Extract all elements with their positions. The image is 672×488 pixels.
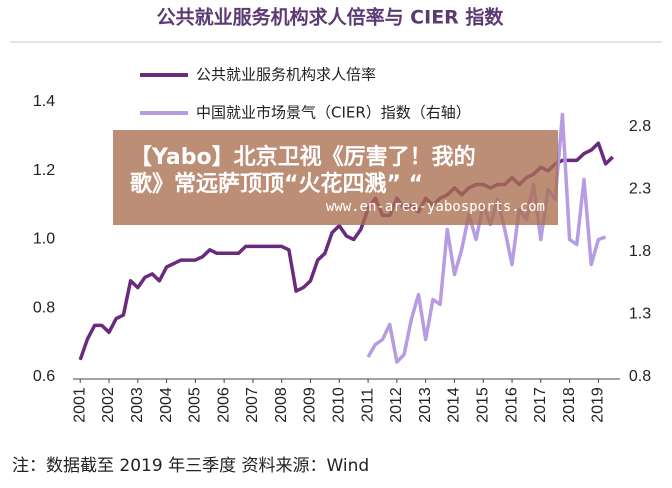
y-tick-label: 0.8 (33, 299, 55, 316)
chart-title: 公共就业服务机构求人倍率与 CIER 指数 (157, 6, 505, 29)
y-tick-label: 0.6 (33, 368, 55, 385)
overlay-url: www.en-area-yabosports.com (326, 199, 545, 215)
x-tick-label: 2008 (273, 387, 290, 423)
x-tick-label: 2019 (590, 387, 607, 423)
overlay-headline: 【Yabo】北京卫视《厉害了！我的 (130, 144, 476, 170)
x-tick-label: 2005 (187, 387, 204, 423)
overlay-headline: 歌》常远萨顶顶“火花四溅” “ (130, 171, 423, 197)
legend-label: 中国就业市场景气（CIER）指数（右轴） (196, 104, 471, 122)
x-tick-label: 2006 (215, 387, 232, 423)
y2-tick-label: 2.8 (629, 118, 651, 135)
y-tick-label: 1.4 (33, 93, 55, 110)
x-tick-label: 2009 (302, 387, 319, 423)
x-tick-label: 2002 (100, 387, 117, 423)
legend-label: 公共就业服务机构求人倍率 (196, 66, 376, 84)
x-tick-label: 2004 (158, 387, 175, 423)
overlay-banner (113, 130, 558, 225)
x-tick-label: 2010 (331, 387, 348, 423)
x-tick-label: 2001 (71, 387, 88, 423)
x-tick-label: 2017 (532, 387, 549, 423)
x-tick-label: 2016 (503, 387, 520, 423)
y2-tick-label: 0.8 (629, 368, 651, 385)
x-tick-label: 2018 (561, 387, 578, 423)
y-tick-label: 1.2 (33, 162, 55, 179)
y2-tick-label: 2.3 (629, 181, 651, 198)
y2-tick-label: 1.8 (629, 243, 651, 260)
x-tick-label: 2011 (359, 388, 376, 423)
x-tick-label: 2012 (388, 387, 405, 423)
x-tick-label: 2007 (244, 387, 261, 423)
x-tick-label: 2013 (417, 387, 434, 423)
x-tick-label: 2015 (474, 387, 491, 423)
note: 注：数据截至 2019 年三季度 资料来源：Wind (12, 456, 369, 476)
y-tick-label: 1.0 (33, 231, 55, 248)
y2-tick-label: 1.3 (629, 306, 651, 323)
x-tick-label: 2003 (129, 387, 146, 423)
x-tick-label: 2014 (446, 387, 463, 423)
